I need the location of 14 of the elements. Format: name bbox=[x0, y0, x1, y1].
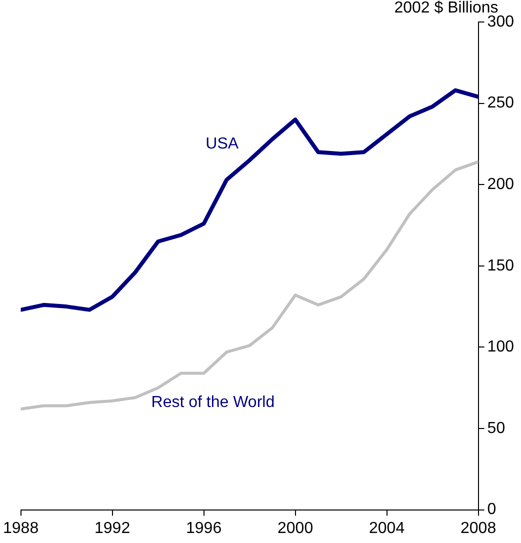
x-tick-label: 1992 bbox=[94, 520, 130, 537]
x-tick-label: 1988 bbox=[3, 520, 39, 537]
y-tick-label: 50 bbox=[487, 420, 506, 437]
y-tick-label: 250 bbox=[487, 94, 514, 112]
y-tick-label: 200 bbox=[487, 176, 514, 194]
y-tick-label: 100 bbox=[487, 338, 514, 356]
series-label: Rest of the World bbox=[151, 394, 275, 411]
y-tick-label: 150 bbox=[487, 257, 514, 274]
x-tick-label: 2008 bbox=[460, 520, 496, 537]
y-tick-label: 0 bbox=[487, 501, 496, 518]
x-tick-label: 2004 bbox=[369, 520, 405, 537]
series-label: USA bbox=[206, 135, 239, 152]
x-tick-label: 2000 bbox=[278, 520, 314, 537]
x-tick-label: 1996 bbox=[186, 520, 222, 537]
